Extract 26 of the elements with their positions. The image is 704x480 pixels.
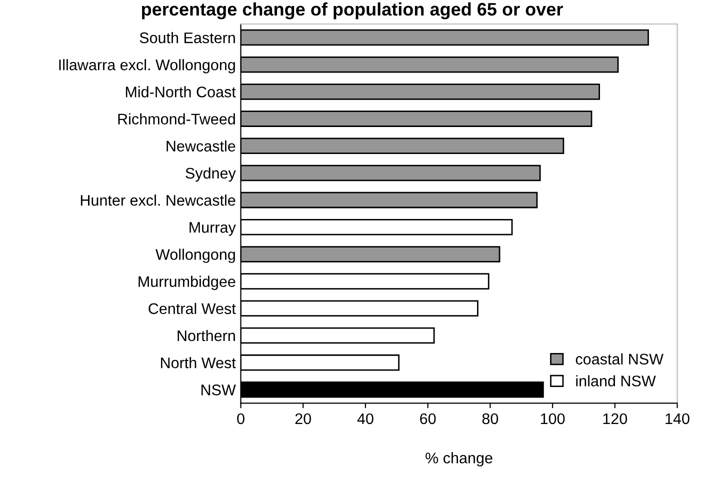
- y-tick-label: Wollongong: [156, 248, 235, 263]
- x-tick-label: 0: [237, 413, 244, 424]
- x-tick-label: 120: [603, 413, 628, 424]
- y-tick-label: South Eastern: [140, 32, 235, 44]
- x-tick-label: 60: [420, 413, 436, 424]
- y-tick-label: NSW: [202, 384, 236, 396]
- legend-label: coastal NSW: [576, 353, 664, 365]
- x-tick-label: 20: [295, 413, 312, 424]
- x-tick-label: 40: [357, 413, 374, 424]
- y-tick-label: Mid-North Coast: [126, 86, 236, 98]
- x-tick-label: 140: [666, 413, 690, 424]
- y-tick-label: Murrumbidgee: [138, 276, 236, 290]
- legend-label: inland NSW: [576, 375, 656, 386]
- y-tick-label: Northern: [178, 330, 235, 342]
- y-tick-label: Illawarra excl. Wollongong: [59, 59, 235, 74]
- x-tick-label: 80: [482, 413, 498, 424]
- y-tick-label: Richmond-Tweed: [118, 113, 235, 124]
- x-tick-label: 100: [540, 413, 565, 424]
- chart-title: percentage change of population aged 65 or over: [142, 2, 563, 20]
- y-tick-label: Central West: [148, 302, 236, 314]
- y-tick-label: Hunter excl. Newcastle: [80, 194, 236, 206]
- y-tick-label: Newcastle: [166, 140, 236, 152]
- y-tick-label: Murray: [190, 222, 236, 236]
- x-axis-title: % change: [426, 452, 492, 466]
- y-tick-label: Sydney: [186, 167, 236, 182]
- y-tick-label: North West: [161, 357, 236, 368]
